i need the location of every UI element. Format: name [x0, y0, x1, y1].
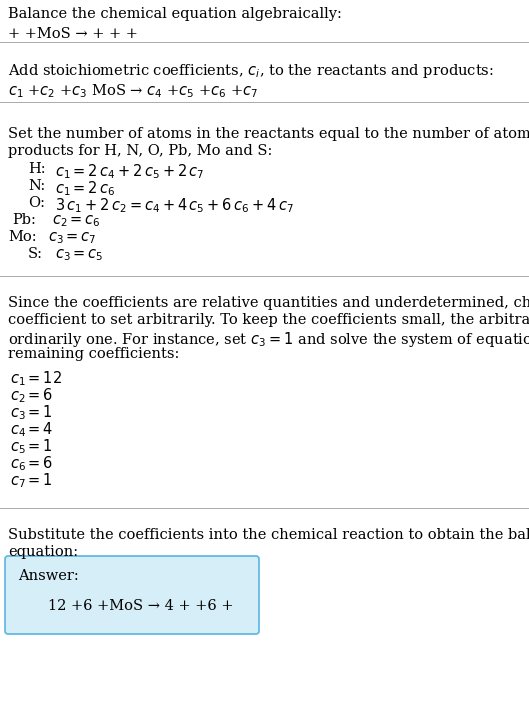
- Text: $c_1 = 12$: $c_1 = 12$: [10, 369, 62, 388]
- Text: Substitute the coefficients into the chemical reaction to obtain the balanced: Substitute the coefficients into the che…: [8, 528, 529, 542]
- Text: $c_3 = c_7$: $c_3 = c_7$: [48, 230, 97, 246]
- Text: $c_7 = 1$: $c_7 = 1$: [10, 471, 53, 489]
- Text: $c_3 = c_5$: $c_3 = c_5$: [55, 247, 104, 262]
- Text: $c_3 = 1$: $c_3 = 1$: [10, 403, 53, 422]
- FancyBboxPatch shape: [5, 556, 259, 634]
- Text: $c_1 = 2\,c_4 + 2\,c_5 + 2\,c_7$: $c_1 = 2\,c_4 + 2\,c_5 + 2\,c_7$: [55, 162, 205, 181]
- Text: $3\,c_1 + 2\,c_2 = c_4 + 4\,c_5 + 6\,c_6 + 4\,c_7$: $3\,c_1 + 2\,c_2 = c_4 + 4\,c_5 + 6\,c_6…: [55, 196, 294, 215]
- Text: O:: O:: [28, 196, 45, 210]
- Text: $c_5 = 1$: $c_5 = 1$: [10, 437, 53, 455]
- Text: H:: H:: [28, 162, 45, 176]
- Text: $c_4 = 4$: $c_4 = 4$: [10, 420, 53, 439]
- Text: + +MoS → + + +: + +MoS → + + +: [8, 27, 138, 41]
- Text: Mo:: Mo:: [8, 230, 37, 244]
- Text: S:: S:: [28, 247, 43, 261]
- Text: Answer:: Answer:: [18, 569, 79, 583]
- Text: Add stoichiometric coefficients, $c_i$, to the reactants and products:: Add stoichiometric coefficients, $c_i$, …: [8, 62, 494, 80]
- Text: Set the number of atoms in the reactants equal to the number of atoms in the: Set the number of atoms in the reactants…: [8, 127, 529, 141]
- Text: Pb:: Pb:: [12, 213, 36, 227]
- Text: equation:: equation:: [8, 545, 78, 559]
- Text: remaining coefficients:: remaining coefficients:: [8, 347, 179, 361]
- Text: Since the coefficients are relative quantities and underdetermined, choose a: Since the coefficients are relative quan…: [8, 296, 529, 310]
- Text: $c_2 = c_6$: $c_2 = c_6$: [52, 213, 101, 228]
- Text: Balance the chemical equation algebraically:: Balance the chemical equation algebraica…: [8, 7, 342, 21]
- Text: $c_2 = 6$: $c_2 = 6$: [10, 386, 53, 405]
- Text: 12 +6 +MoS → 4 + +6 +: 12 +6 +MoS → 4 + +6 +: [48, 599, 233, 613]
- Text: N:: N:: [28, 179, 45, 193]
- Text: $c_6 = 6$: $c_6 = 6$: [10, 454, 53, 473]
- Text: products for H, N, O, Pb, Mo and S:: products for H, N, O, Pb, Mo and S:: [8, 144, 272, 158]
- Text: $c_1$ +$c_2$ +$c_3$ MoS → $c_4$ +$c_5$ +$c_6$ +$c_7$: $c_1$ +$c_2$ +$c_3$ MoS → $c_4$ +$c_5$ +…: [8, 82, 258, 100]
- Text: ordinarily one. For instance, set $c_3 = 1$ and solve the system of equations fo: ordinarily one. For instance, set $c_3 =…: [8, 330, 529, 349]
- Text: coefficient to set arbitrarily. To keep the coefficients small, the arbitrary va: coefficient to set arbitrarily. To keep …: [8, 313, 529, 327]
- Text: $c_1 = 2\,c_6$: $c_1 = 2\,c_6$: [55, 179, 115, 197]
